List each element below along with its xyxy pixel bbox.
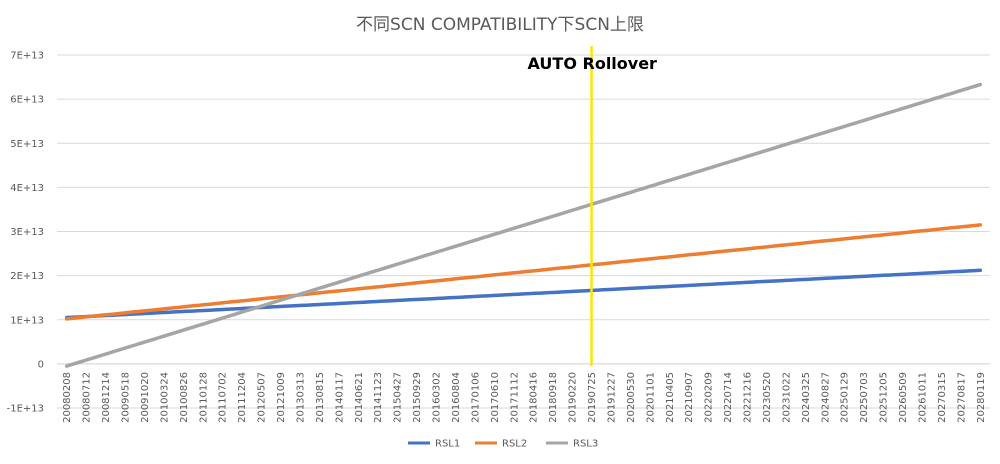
x-tick-label: 20180416 [529,372,540,423]
x-tick-label: 20270315 [937,372,948,423]
x-tick-label: 20170610 [490,372,501,423]
x-tick-label: 20221216 [743,372,754,423]
x-tick-label: 20260509 [898,372,909,423]
x-tick-label: 20080712 [82,372,93,423]
series-line-rsl3 [64,82,983,368]
x-tick-label: 20080208 [62,372,73,423]
x-tick-label: 20210907 [684,372,695,423]
x-tick-label: 20130313 [295,372,306,423]
x-tick-label: 20191227 [606,372,617,423]
legend: RSL1 RSL2 RSL3 [408,439,598,450]
x-tick-label: 20190220 [568,372,579,423]
x-axis-ticks: 20080208 20080712 20081214 20090518 20091020… [62,372,987,423]
x-tick-label: 20180918 [548,372,559,423]
y-tick-label: -1E+13 [7,404,44,415]
x-tick-label: 20261011 [917,372,928,423]
x-tick-label: 20190725 [587,372,598,423]
x-tick-label: 20210405 [665,372,676,423]
x-tick-label: 20160804 [451,372,462,423]
x-tick-label: 20110128 [198,372,209,423]
x-tick-label: 20150929 [412,372,423,423]
x-tick-label: 20160302 [432,372,443,423]
series-line-rsl1 [64,268,983,320]
grid-lines [57,54,990,409]
x-tick-label: 20280119 [976,372,987,423]
x-tick-label: 20200530 [626,372,637,423]
x-tick-label: 20220209 [704,372,715,423]
x-tick-label: 20270817 [956,372,967,423]
y-axis-ticks: -1E+13 0 1E+13 2E+13 3E+13 4E+13 5E+13 6E+13 7E+… [7,51,44,415]
y-tick-label: 1E+13 [10,315,44,326]
x-tick-label: 20140621 [354,372,365,423]
legend-label-rsl3: RSL3 [573,439,598,450]
x-tick-label: 20230520 [762,372,773,423]
x-tick-label: 20110702 [218,372,229,423]
x-tick-label: 20091020 [140,372,151,423]
x-tick-label: 20201101 [645,372,656,423]
legend-label-rsl1: RSL1 [435,439,460,450]
series-line-rsl2 [64,223,983,321]
y-tick-label: 7E+13 [10,51,44,62]
annotation: AUTO Rollover [528,46,658,366]
y-tick-label: 2E+13 [10,271,44,282]
x-tick-label: 20170106 [470,372,481,423]
y-tick-label: 4E+13 [10,183,44,194]
legend-label-rsl2: RSL2 [502,439,527,450]
chart-title: 不同SCN COMPATIBILITY下SCN上限 [356,15,644,35]
x-tick-label: 20150427 [393,372,404,423]
y-tick-label: 5E+13 [10,139,44,150]
x-tick-label: 20240325 [801,372,812,423]
x-tick-label: 20251205 [879,372,890,423]
x-tick-label: 20220714 [723,372,734,423]
x-tick-label: 20081214 [101,372,112,423]
series-lines [64,82,983,368]
x-tick-label: 20240827 [820,372,831,423]
x-tick-label: 20120507 [257,372,268,423]
x-tick-label: 20111204 [237,372,248,423]
x-tick-label: 20100826 [179,372,190,423]
x-tick-label: 20090518 [121,372,132,423]
y-tick-label: 6E+13 [10,95,44,106]
x-tick-label: 20141123 [373,372,384,423]
x-tick-label: 20171112 [509,372,520,423]
x-tick-label: 20231022 [781,372,792,423]
y-tick-label: 0 [38,359,44,370]
x-tick-label: 20250703 [859,372,870,423]
x-tick-label: 20250129 [840,372,851,423]
annotation-label: AUTO Rollover [528,54,658,73]
x-tick-label: 20121009 [276,372,287,423]
x-tick-label: 20130815 [315,372,326,423]
x-tick-label: 20140117 [334,372,345,423]
y-tick-label: 3E+13 [10,227,44,238]
x-tick-label: 20100324 [159,372,170,423]
